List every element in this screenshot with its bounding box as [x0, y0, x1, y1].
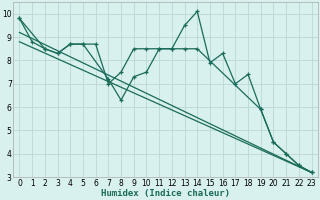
- X-axis label: Humidex (Indice chaleur): Humidex (Indice chaleur): [101, 189, 230, 198]
